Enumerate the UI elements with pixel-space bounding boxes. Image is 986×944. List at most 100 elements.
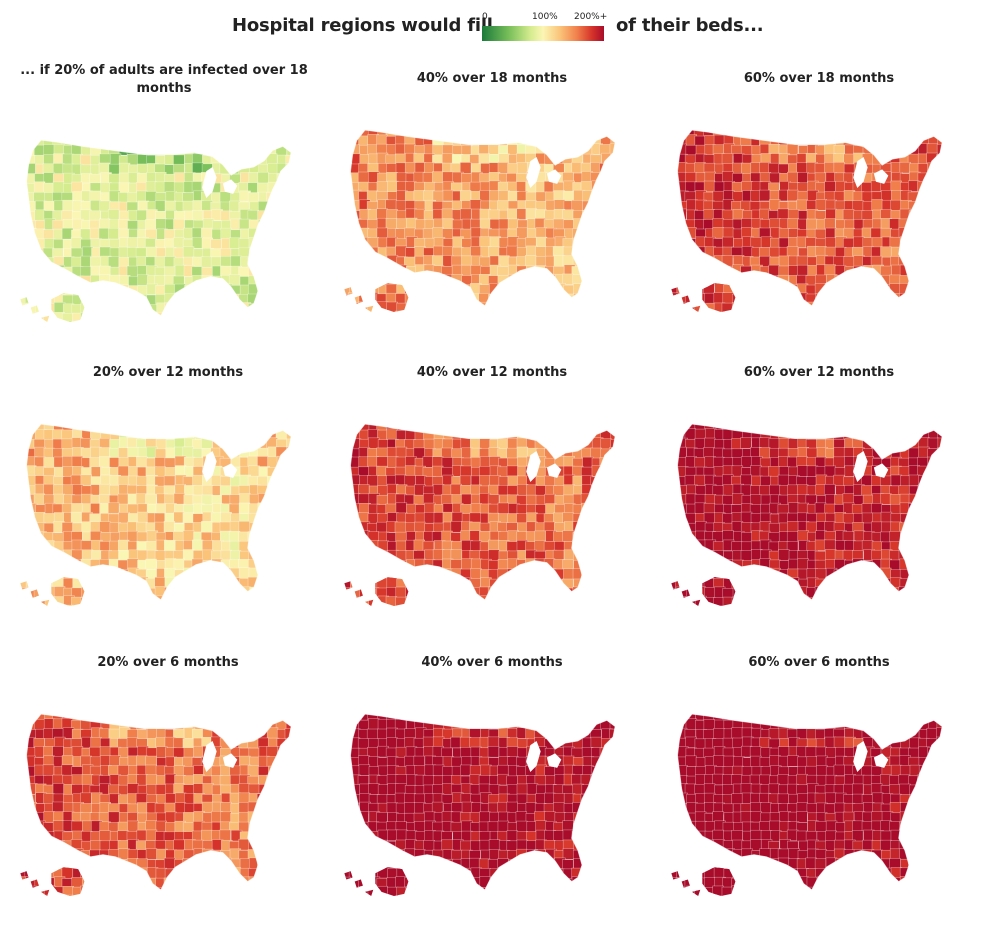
- hospital-region-cell: [526, 209, 537, 220]
- hospital-region-cell: [174, 896, 185, 907]
- hospital-region-cell: [834, 311, 845, 322]
- hospital-region-cell: [81, 313, 92, 324]
- hospital-region-cell: [806, 311, 817, 322]
- hospital-region-cell: [339, 813, 350, 824]
- hospital-region-cell: [267, 229, 278, 240]
- hospital-region-cell: [667, 200, 678, 211]
- hospital-region-cell: [203, 895, 214, 906]
- hospital-region-cell: [600, 283, 611, 294]
- hospital-region-cell: [201, 860, 212, 871]
- hospital-region-cell: [341, 209, 352, 220]
- hospital-region-cell: [250, 606, 261, 617]
- hospital-region-cell: [415, 597, 426, 608]
- hospital-region-cell: [750, 312, 761, 323]
- hospital-region-cell: [760, 294, 771, 305]
- hospital-region-cell: [248, 438, 259, 449]
- hospital-region-cell: [349, 475, 360, 486]
- hospital-region-cell: [156, 710, 167, 721]
- hospital-region-cell: [184, 579, 195, 590]
- hospital-region-cell: [268, 868, 279, 879]
- hospital-region-cell: [341, 821, 352, 832]
- hospital-region-cell: [285, 738, 296, 749]
- hospital-region-cell: [676, 607, 687, 618]
- hospital-region-cell: [414, 126, 425, 137]
- hospital-region-cell: [591, 485, 602, 496]
- hospital-region-cell: [212, 867, 223, 878]
- hospital-region-cell: [423, 294, 434, 305]
- hospital-region-cell: [285, 256, 296, 267]
- hospital-region-cell: [229, 729, 240, 740]
- hospital-region-cell: [946, 457, 957, 468]
- hospital-region-cell: [798, 531, 809, 542]
- hospital-region-cell: [276, 523, 287, 534]
- hospital-region-cell: [733, 588, 744, 599]
- hospital-region-cell: [917, 588, 928, 599]
- hospital-region-cell: [666, 145, 677, 156]
- hospital-region-cell: [17, 888, 28, 899]
- hospital-region-cell: [80, 886, 91, 897]
- hospital-region-cell: [704, 559, 715, 570]
- hospital-region-cell: [750, 274, 761, 285]
- hospital-region-cell: [545, 430, 556, 441]
- hospital-region-cell: [229, 201, 240, 212]
- hospital-region-cell: [201, 286, 212, 297]
- hospital-region-cell: [553, 607, 564, 618]
- hospital-region-cell: [778, 588, 789, 599]
- hospital-region-cell: [45, 284, 56, 295]
- hospital-region-cell: [900, 265, 911, 276]
- hospital-region-cell: [249, 429, 260, 440]
- hospital-region-cell: [890, 597, 901, 608]
- hospital-region-cell: [415, 709, 426, 720]
- hospital-region-cell: [562, 125, 573, 136]
- hospital-region-cell: [257, 294, 268, 305]
- hospital-region-cell: [147, 136, 158, 147]
- hospital-region-cell: [433, 419, 444, 430]
- hospital-region-cell: [350, 420, 361, 431]
- hospital-region-cell: [100, 869, 111, 880]
- hospital-region-cell: [266, 503, 277, 514]
- hospital-region-cell: [620, 266, 631, 277]
- hospital-region-cell: [779, 312, 790, 323]
- hospital-region-cell: [619, 757, 630, 768]
- hospital-region-cell: [722, 303, 733, 314]
- hospital-region-cell: [287, 531, 298, 542]
- hospital-region-cell: [424, 313, 435, 324]
- hospital-region-cell: [267, 859, 278, 870]
- hospital-region-cell: [212, 293, 223, 304]
- hospital-region-cell: [900, 293, 911, 304]
- hospital-region-cell: [600, 256, 611, 267]
- hospital-region-cell: [296, 550, 307, 561]
- hospital-region-cell: [714, 560, 725, 571]
- hospital-region-cell: [872, 607, 883, 618]
- hospital-region-cell: [340, 532, 351, 543]
- hospital-region-cell: [741, 302, 752, 313]
- hospital-region-cell: [17, 439, 28, 450]
- hospital-region-cell: [127, 294, 138, 305]
- hospital-region-cell: [592, 126, 603, 137]
- hospital-region-cell: [919, 265, 930, 276]
- hospital-region-cell: [25, 570, 36, 581]
- hospital-region-cell: [582, 540, 593, 551]
- hospital-region-cell: [174, 493, 185, 504]
- hospital-region-cell: [881, 153, 892, 164]
- hospital-region-cell: [470, 303, 481, 314]
- hospital-region-cell: [620, 766, 631, 777]
- hospital-region-cell: [15, 294, 26, 305]
- hospital-region-cell: [277, 784, 288, 795]
- hospital-region-cell: [267, 267, 278, 278]
- hospital-region-cell: [17, 219, 28, 230]
- hospital-region-cell: [108, 228, 119, 239]
- hospital-region-cell: [202, 586, 213, 597]
- hospital-region-cell: [296, 821, 307, 832]
- hospital-region-cell: [601, 313, 612, 324]
- hospital-region-cell: [53, 551, 64, 562]
- hospital-region-cell: [259, 229, 270, 240]
- hospital-region-cell: [947, 523, 958, 534]
- hospital-region-cell: [90, 313, 101, 324]
- hospital-region-cell: [610, 532, 621, 543]
- hospital-region-cell: [268, 532, 279, 543]
- hospital-region-cell: [193, 578, 204, 589]
- hospital-region-cell: [285, 421, 296, 432]
- panel-title: 60% over 18 months: [655, 70, 983, 88]
- hospital-region-cell: [396, 503, 407, 514]
